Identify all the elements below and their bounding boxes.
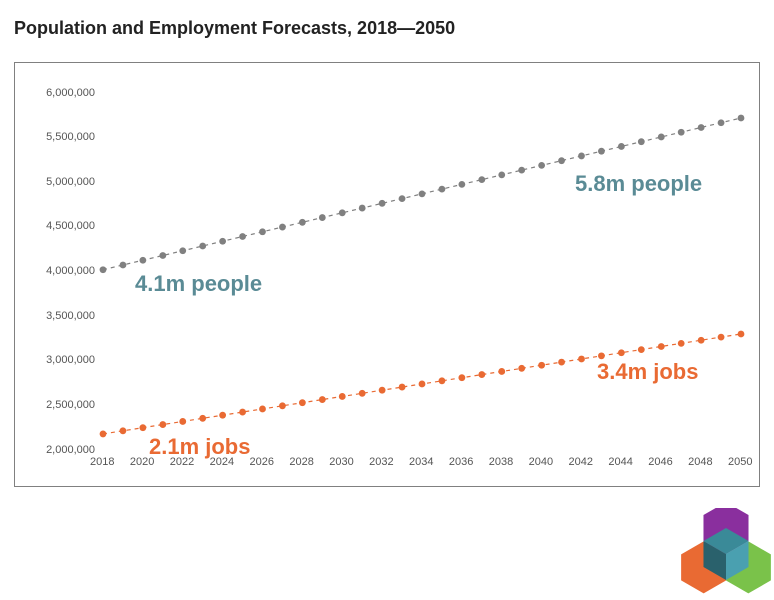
population-marker bbox=[558, 157, 565, 164]
jobs-marker bbox=[219, 412, 226, 419]
x-tick-label: 2028 bbox=[289, 456, 313, 468]
jobs-marker bbox=[100, 431, 107, 438]
x-tick-label: 2032 bbox=[369, 456, 393, 468]
population-marker bbox=[718, 119, 725, 126]
population-marker bbox=[379, 200, 386, 207]
population-marker bbox=[339, 209, 346, 216]
jobs-marker bbox=[698, 337, 705, 344]
population-marker bbox=[638, 138, 645, 145]
x-tick-label: 2036 bbox=[449, 456, 473, 468]
jobs-marker bbox=[658, 343, 665, 350]
jobs-marker bbox=[558, 359, 565, 366]
population-marker bbox=[618, 143, 625, 150]
population-marker bbox=[139, 257, 146, 264]
population-marker bbox=[219, 238, 226, 245]
population-marker bbox=[598, 148, 605, 155]
population-marker bbox=[678, 129, 685, 136]
population-marker bbox=[738, 115, 745, 122]
jobs-marker bbox=[678, 340, 685, 347]
population-marker bbox=[239, 233, 246, 240]
jobs-marker bbox=[439, 377, 446, 384]
y-tick-label: 4,000,000 bbox=[46, 265, 95, 277]
jobs-marker bbox=[159, 421, 166, 428]
x-tick-label: 2038 bbox=[489, 456, 513, 468]
population-marker bbox=[578, 153, 585, 160]
jobs-marker bbox=[199, 415, 206, 422]
population-marker bbox=[538, 162, 545, 169]
jobs-marker bbox=[120, 427, 127, 434]
callout-label: 3.4m jobs bbox=[597, 359, 698, 385]
y-tick-label: 3,000,000 bbox=[46, 354, 95, 366]
jobs-marker bbox=[458, 374, 465, 381]
population-marker bbox=[120, 262, 127, 269]
population-marker bbox=[319, 214, 326, 221]
jobs-marker bbox=[179, 418, 186, 425]
jobs-marker bbox=[478, 371, 485, 378]
jobs-marker bbox=[299, 399, 306, 406]
jobs-marker bbox=[239, 409, 246, 416]
population-marker bbox=[698, 124, 705, 131]
population-marker bbox=[159, 252, 166, 259]
jobs-marker bbox=[279, 402, 286, 409]
jobs-marker bbox=[399, 384, 406, 391]
population-marker bbox=[399, 195, 406, 202]
population-marker bbox=[100, 266, 107, 273]
jobs-marker bbox=[419, 381, 426, 388]
jobs-marker bbox=[638, 346, 645, 353]
plot-area: 2,000,000 2,500,000 3,000,000 3,500,000 4,00… bbox=[14, 62, 760, 487]
jobs-marker bbox=[498, 368, 505, 375]
population-marker bbox=[518, 167, 525, 174]
y-tick-label: 2,500,000 bbox=[46, 399, 95, 411]
logo-svg bbox=[678, 508, 774, 600]
population-marker bbox=[259, 228, 266, 235]
population-marker bbox=[179, 247, 186, 254]
x-tick-label: 2044 bbox=[608, 456, 632, 468]
callout-label: 4.1m people bbox=[135, 271, 262, 297]
population-marker bbox=[419, 190, 426, 197]
chart-title: Population and Employment Forecasts, 201… bbox=[14, 18, 455, 39]
jobs-marker bbox=[359, 390, 366, 397]
jobs-marker bbox=[618, 349, 625, 356]
jobs-marker bbox=[379, 387, 386, 394]
x-tick-label: 2026 bbox=[250, 456, 274, 468]
y-tick-label: 5,500,000 bbox=[46, 131, 95, 143]
x-tick-label: 2046 bbox=[648, 456, 672, 468]
jobs-marker bbox=[578, 356, 585, 363]
y-tick-label: 5,000,000 bbox=[46, 176, 95, 188]
population-marker bbox=[498, 171, 505, 178]
x-tick-label: 2030 bbox=[329, 456, 353, 468]
y-tick-label: 6,000,000 bbox=[46, 87, 95, 99]
callout-label: 5.8m people bbox=[575, 171, 702, 197]
jobs-marker bbox=[259, 406, 266, 413]
jobs-marker bbox=[339, 393, 346, 400]
population-marker bbox=[299, 219, 306, 226]
jobs-marker bbox=[538, 362, 545, 369]
jobs-marker bbox=[738, 331, 745, 338]
x-tick-label: 2034 bbox=[409, 456, 433, 468]
y-tick-label: 2,000,000 bbox=[46, 444, 95, 456]
jobs-marker bbox=[319, 396, 326, 403]
population-marker bbox=[199, 243, 206, 250]
population-marker bbox=[478, 176, 485, 183]
y-tick-label: 4,500,000 bbox=[46, 220, 95, 232]
jobs-marker bbox=[518, 365, 525, 372]
population-marker bbox=[359, 205, 366, 212]
jobs-marker bbox=[139, 424, 146, 431]
population-marker bbox=[279, 224, 286, 231]
population-marker bbox=[658, 134, 665, 141]
population-marker bbox=[458, 181, 465, 188]
plot-svg bbox=[15, 63, 761, 488]
population-marker bbox=[439, 186, 446, 193]
x-tick-label: 2040 bbox=[529, 456, 553, 468]
y-tick-label: 3,500,000 bbox=[46, 310, 95, 322]
x-tick-label: 2042 bbox=[569, 456, 593, 468]
x-tick-label: 2050 bbox=[728, 456, 752, 468]
x-tick-label: 2048 bbox=[688, 456, 712, 468]
jobs-marker bbox=[718, 334, 725, 341]
brand-logo bbox=[678, 508, 774, 600]
x-tick-label: 2018 bbox=[90, 456, 114, 468]
callout-label: 2.1m jobs bbox=[149, 434, 250, 460]
